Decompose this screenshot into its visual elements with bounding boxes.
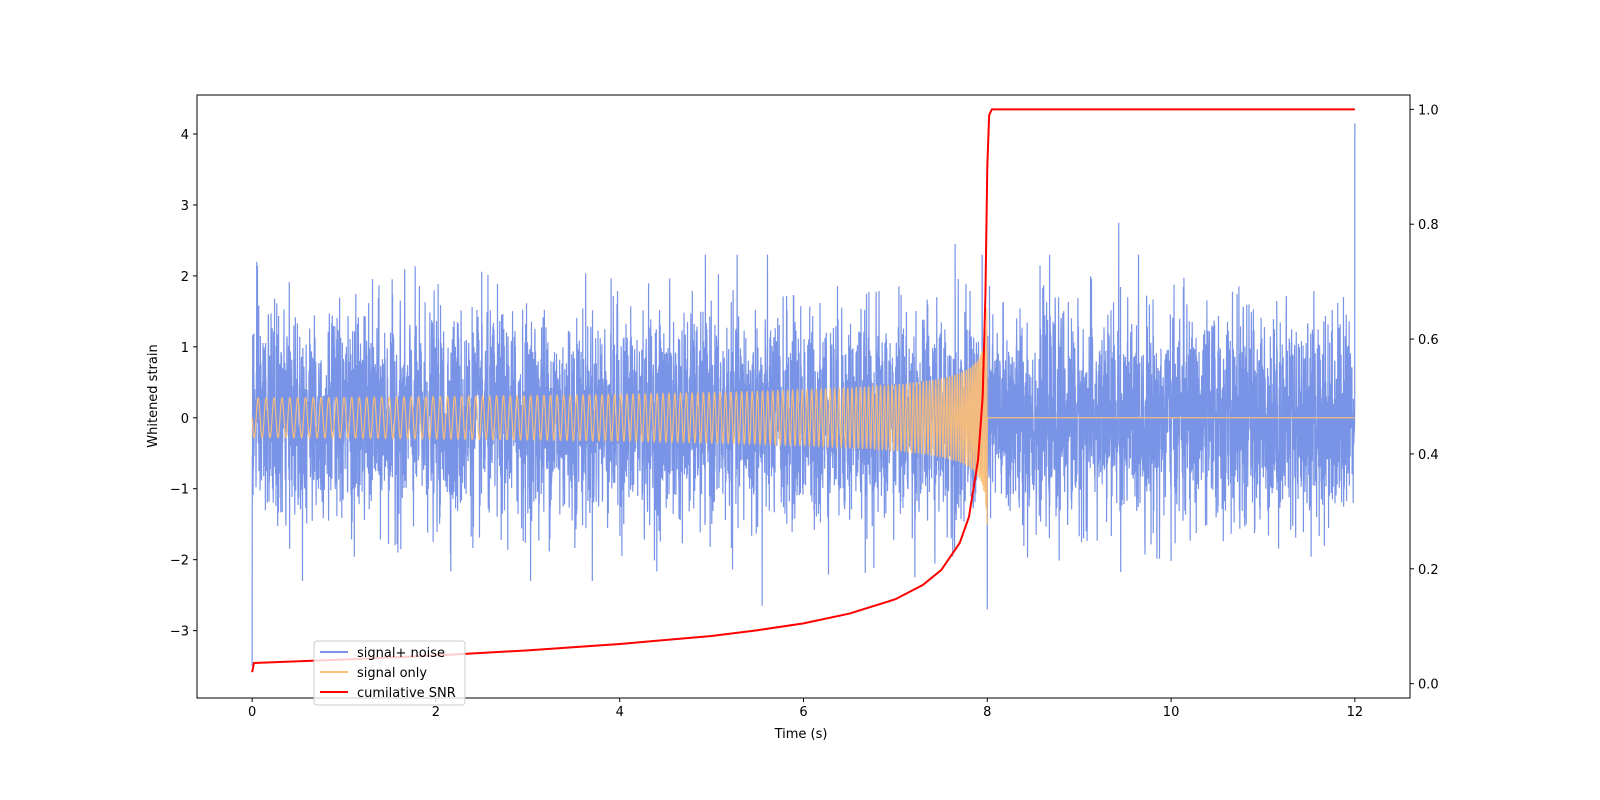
x-tick-label: 10 bbox=[1163, 705, 1180, 720]
x-tick-label: 2 bbox=[432, 705, 440, 720]
y-tick-label: −1 bbox=[170, 483, 189, 498]
y-tick-label: −3 bbox=[170, 625, 189, 640]
y2-tick-label: 0.6 bbox=[1418, 333, 1439, 348]
y-tick-label: 1 bbox=[181, 341, 189, 356]
x-tick-label: 12 bbox=[1347, 705, 1364, 720]
y-tick-label: 2 bbox=[181, 270, 189, 285]
x-axis-label: Time (s) bbox=[774, 727, 828, 742]
y-axis-label: Whitened strain bbox=[146, 344, 161, 447]
plot-area bbox=[251, 108, 1356, 673]
legend-label-signal-only: signal only bbox=[357, 666, 427, 681]
legend: signal+ noise signal only cumilative SNR bbox=[313, 640, 466, 706]
y2-tick-label: 0.8 bbox=[1418, 218, 1439, 233]
y-tick-label: 4 bbox=[181, 128, 189, 143]
x-tick-label: 6 bbox=[799, 705, 807, 720]
y2-tick-label: 0.4 bbox=[1418, 448, 1439, 463]
x-tick-label: 0 bbox=[248, 705, 256, 720]
x-tick-label: 8 bbox=[983, 705, 991, 720]
legend-box bbox=[313, 640, 466, 706]
legend-label-cumulative-snr: cumilative SNR bbox=[357, 686, 456, 701]
x-tick-label: 4 bbox=[616, 705, 624, 720]
y2-tick-label: 1.0 bbox=[1418, 103, 1439, 118]
y-tick-label: −2 bbox=[170, 554, 189, 569]
y2-tick-label: 0.2 bbox=[1418, 563, 1439, 578]
series-line-signal-only bbox=[251, 307, 1355, 525]
y-tick-label: 0 bbox=[181, 412, 189, 427]
series-line-cumulative-snr bbox=[251, 108, 1355, 673]
y2-tick-label: 0.0 bbox=[1418, 678, 1439, 693]
legend-label-signal-noise: signal+ noise bbox=[357, 646, 445, 661]
y-tick-label: 3 bbox=[181, 199, 189, 214]
